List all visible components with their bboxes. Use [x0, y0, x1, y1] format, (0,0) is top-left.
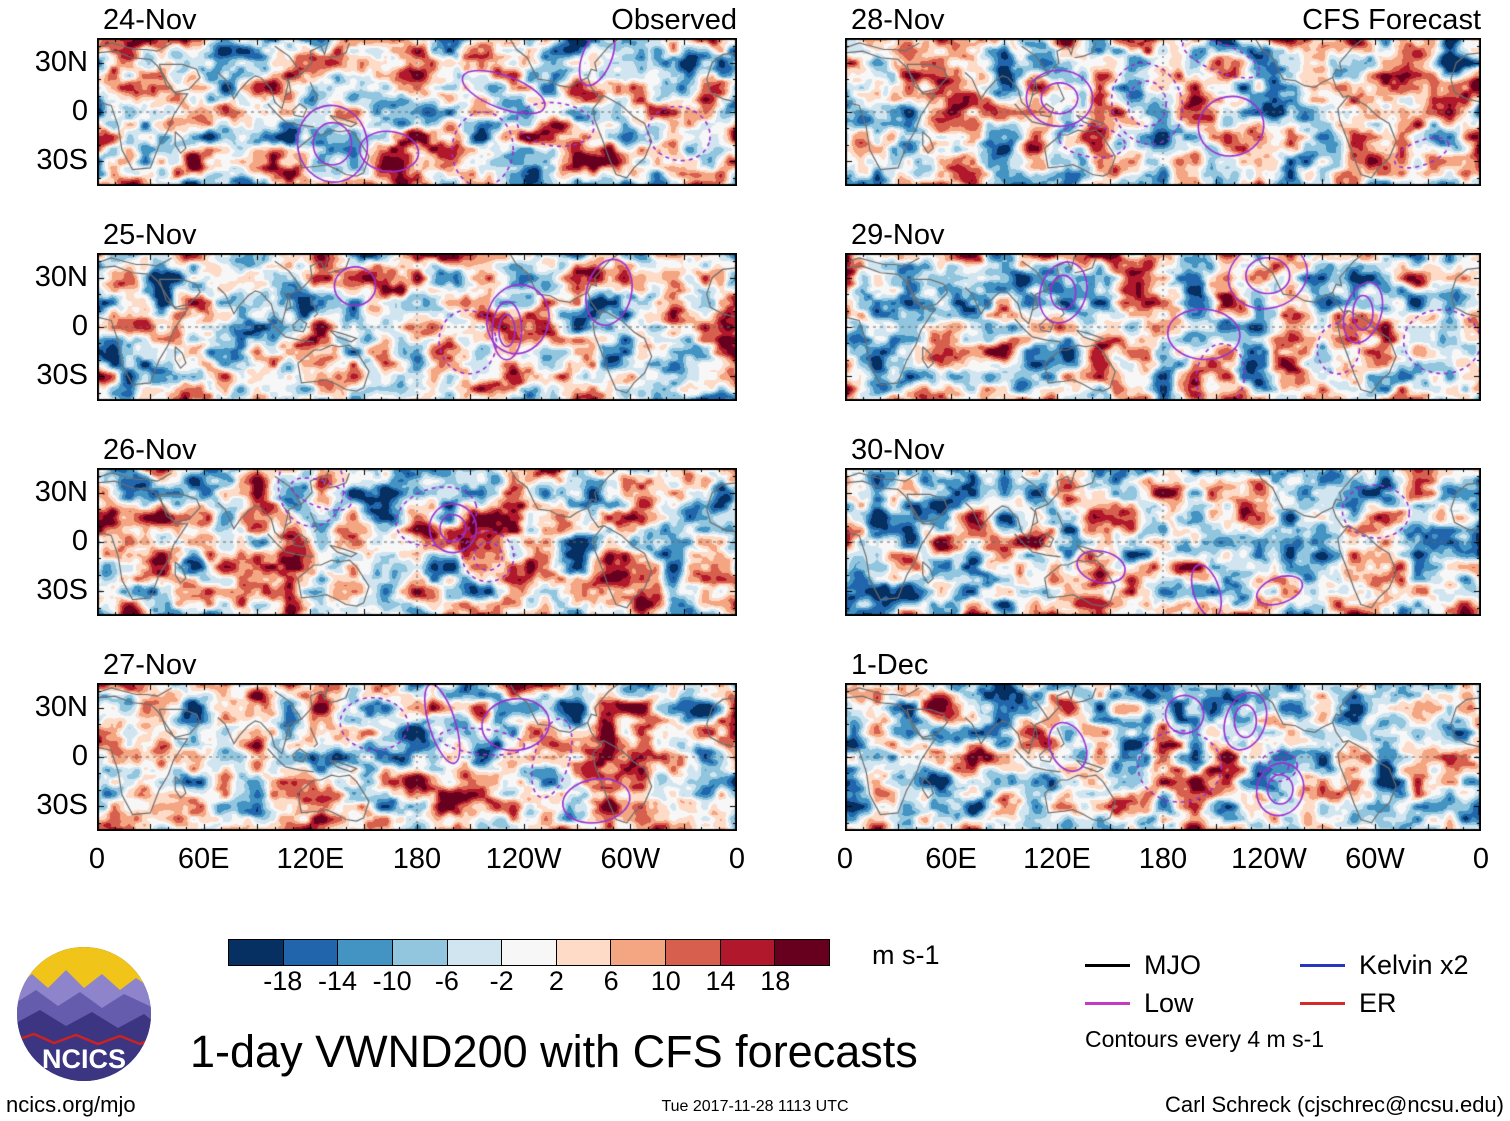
column-header: CFS Forecast — [1302, 4, 1481, 36]
legend-line-sample — [1085, 1001, 1130, 1005]
legend-items: MJO Kelvin x2 Low ER — [1085, 946, 1505, 1022]
logo-mountains-front — [17, 1010, 151, 1081]
legend-note: Contours every 4 m s-1 — [1085, 1026, 1325, 1052]
legend-item-label: ER — [1359, 987, 1397, 1018]
map-canvas — [97, 683, 737, 831]
panel-date-label: 29-Nov — [851, 219, 945, 251]
lat-tick-label: 30N — [34, 475, 88, 508]
footer-timestamp: Tue 2017-11-28 1113 UTC — [661, 1098, 849, 1115]
colorbar-tick-label: -14 — [317, 966, 357, 996]
legend-item-label: Low — [1144, 987, 1194, 1018]
panel-date-label: 28-Nov — [851, 4, 945, 36]
lon-tick-label: 0 — [1472, 843, 1490, 875]
panel-date-label: 1-Dec — [851, 649, 929, 681]
ncics-logo: NCICS — [17, 947, 151, 1081]
lat-tick-label: 30N — [34, 260, 88, 293]
lon-tick-label: 0 — [728, 843, 746, 875]
colorbar-tick-labels: -18 -14 -10 -6 -2 2 6 10 14 18 — [228, 966, 830, 1000]
lat-tick-label: 30N — [34, 690, 88, 723]
legend-item-label: MJO — [1144, 949, 1201, 980]
colorbar-segment — [666, 940, 721, 965]
map-canvas — [845, 38, 1481, 186]
colorbar-segment — [283, 940, 339, 965]
colorbar-units-label: m s-1 — [872, 940, 940, 970]
lat-tick-label: 30S — [36, 789, 88, 822]
colorbar-segment — [611, 940, 667, 965]
footer-site: ncics.org/mjo — [6, 1092, 136, 1117]
map-canvas — [845, 683, 1481, 831]
lat-tick-label: 30S — [36, 144, 88, 177]
lon-tick-label: 0 — [836, 843, 854, 875]
colorbar-tick-label: 6 — [603, 966, 619, 996]
colorbar-tick-label: 14 — [705, 966, 736, 996]
panel-date-label: 24-Nov — [103, 4, 197, 36]
legend: MJO Kelvin x2 Low ER Contours every 4 m s-1 — [1085, 946, 1505, 1053]
colorbar — [228, 939, 830, 966]
legend-line-sample — [1300, 1001, 1345, 1005]
lon-tick-label: 120E — [276, 843, 345, 875]
lat-tick-label: 30S — [36, 359, 88, 392]
lat-tick-label: 0 — [71, 95, 88, 127]
colorbar-segment — [502, 940, 557, 965]
colorbar-tick-label: 10 — [650, 966, 681, 996]
colorbar-tick-label: -6 — [434, 966, 459, 996]
map-canvas — [97, 38, 737, 186]
panel-date-label: 30-Nov — [851, 434, 945, 466]
lon-tick-label: 120E — [1023, 843, 1091, 875]
lon-tick-label: 120W — [485, 843, 562, 875]
panel-date-label: 25-Nov — [103, 219, 197, 251]
lat-tick-label: 30S — [36, 574, 88, 607]
lon-tick-label: 0 — [88, 843, 106, 875]
colorbar-segment — [556, 940, 612, 965]
map-canvas — [97, 253, 737, 401]
map-canvas — [845, 468, 1481, 616]
legend-item: MJO — [1085, 950, 1300, 981]
legend-line-sample — [1300, 963, 1345, 967]
colorbar-tick-label: 18 — [760, 966, 791, 996]
lat-tick-label: 0 — [71, 740, 88, 772]
column-header: Observed — [611, 4, 737, 36]
footer-credit: Carl Schreck (cjschrec@ncsu.edu) — [1165, 1092, 1504, 1117]
panel-date-label: 27-Nov — [103, 649, 197, 681]
logo-text: NCICS — [42, 1044, 126, 1074]
colorbar-tick-label: -18 — [263, 966, 303, 996]
colorbar-segment — [338, 940, 393, 965]
legend-item: Kelvin x2 — [1300, 950, 1500, 981]
lon-tick-label: 60E — [925, 843, 977, 875]
colorbar-tick-label: 2 — [548, 966, 564, 996]
colorbar-tick-label: -10 — [372, 966, 412, 996]
colorbar-segment — [392, 940, 448, 965]
colorbar-tick-label: -2 — [489, 966, 514, 996]
legend-item: Low — [1085, 988, 1300, 1019]
map-canvas — [845, 253, 1481, 401]
lon-tick-label: 120W — [1231, 843, 1307, 875]
panel-date-label: 26-Nov — [103, 434, 197, 466]
logo-red-line — [17, 1032, 151, 1046]
lon-tick-label: 60W — [1345, 843, 1405, 875]
lat-tick-label: 0 — [71, 525, 88, 557]
colorbar-segment — [775, 940, 830, 965]
legend-item: ER — [1300, 988, 1500, 1019]
lat-tick-label: 0 — [71, 310, 88, 342]
colorbar-segment — [229, 940, 284, 965]
lon-tick-label: 60W — [600, 843, 661, 875]
legend-line-sample — [1085, 963, 1130, 967]
colorbar-segment — [447, 940, 503, 965]
lon-tick-label: 60E — [177, 843, 230, 875]
lat-tick-label: 30N — [34, 45, 88, 78]
lon-tick-label: 180 — [1138, 843, 1188, 875]
lon-tick-label: 180 — [392, 843, 442, 875]
map-canvas — [97, 468, 737, 616]
colorbar-segment — [720, 940, 776, 965]
legend-item-label: Kelvin x2 — [1359, 949, 1469, 980]
figure-title: 1-day VWND200 with CFS forecasts — [190, 1026, 918, 1077]
